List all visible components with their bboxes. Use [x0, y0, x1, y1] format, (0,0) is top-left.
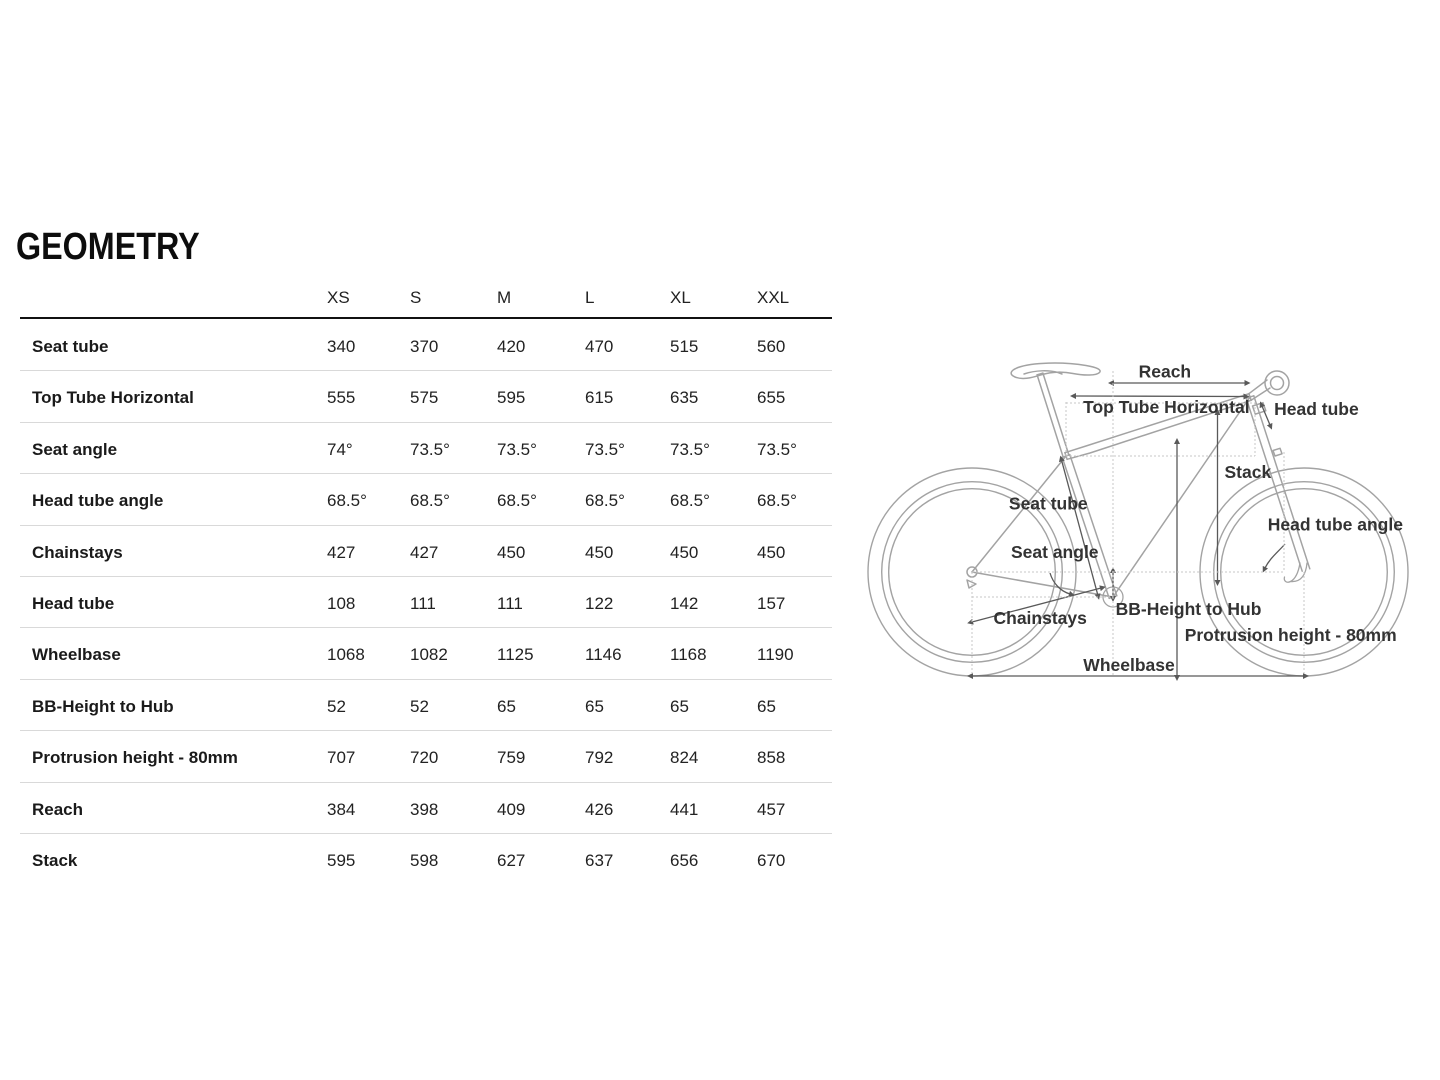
svg-text:Seat angle: Seat angle — [1011, 542, 1099, 562]
svg-text:Wheelbase: Wheelbase — [1083, 655, 1175, 675]
svg-text:Stack: Stack — [1225, 462, 1272, 482]
svg-text:BB-Height to Hub: BB-Height to Hub — [1116, 599, 1262, 619]
svg-text:Protrusion height - 80mm: Protrusion height - 80mm — [1185, 625, 1397, 645]
svg-text:Head tube angle: Head tube angle — [1268, 514, 1403, 534]
svg-text:Head tube: Head tube — [1274, 399, 1359, 419]
svg-text:Top Tube Horizontal: Top Tube Horizontal — [1083, 397, 1250, 417]
svg-text:Seat tube: Seat tube — [1009, 493, 1088, 513]
svg-text:Chainstays: Chainstays — [994, 608, 1088, 628]
svg-text:Reach: Reach — [1139, 361, 1192, 381]
